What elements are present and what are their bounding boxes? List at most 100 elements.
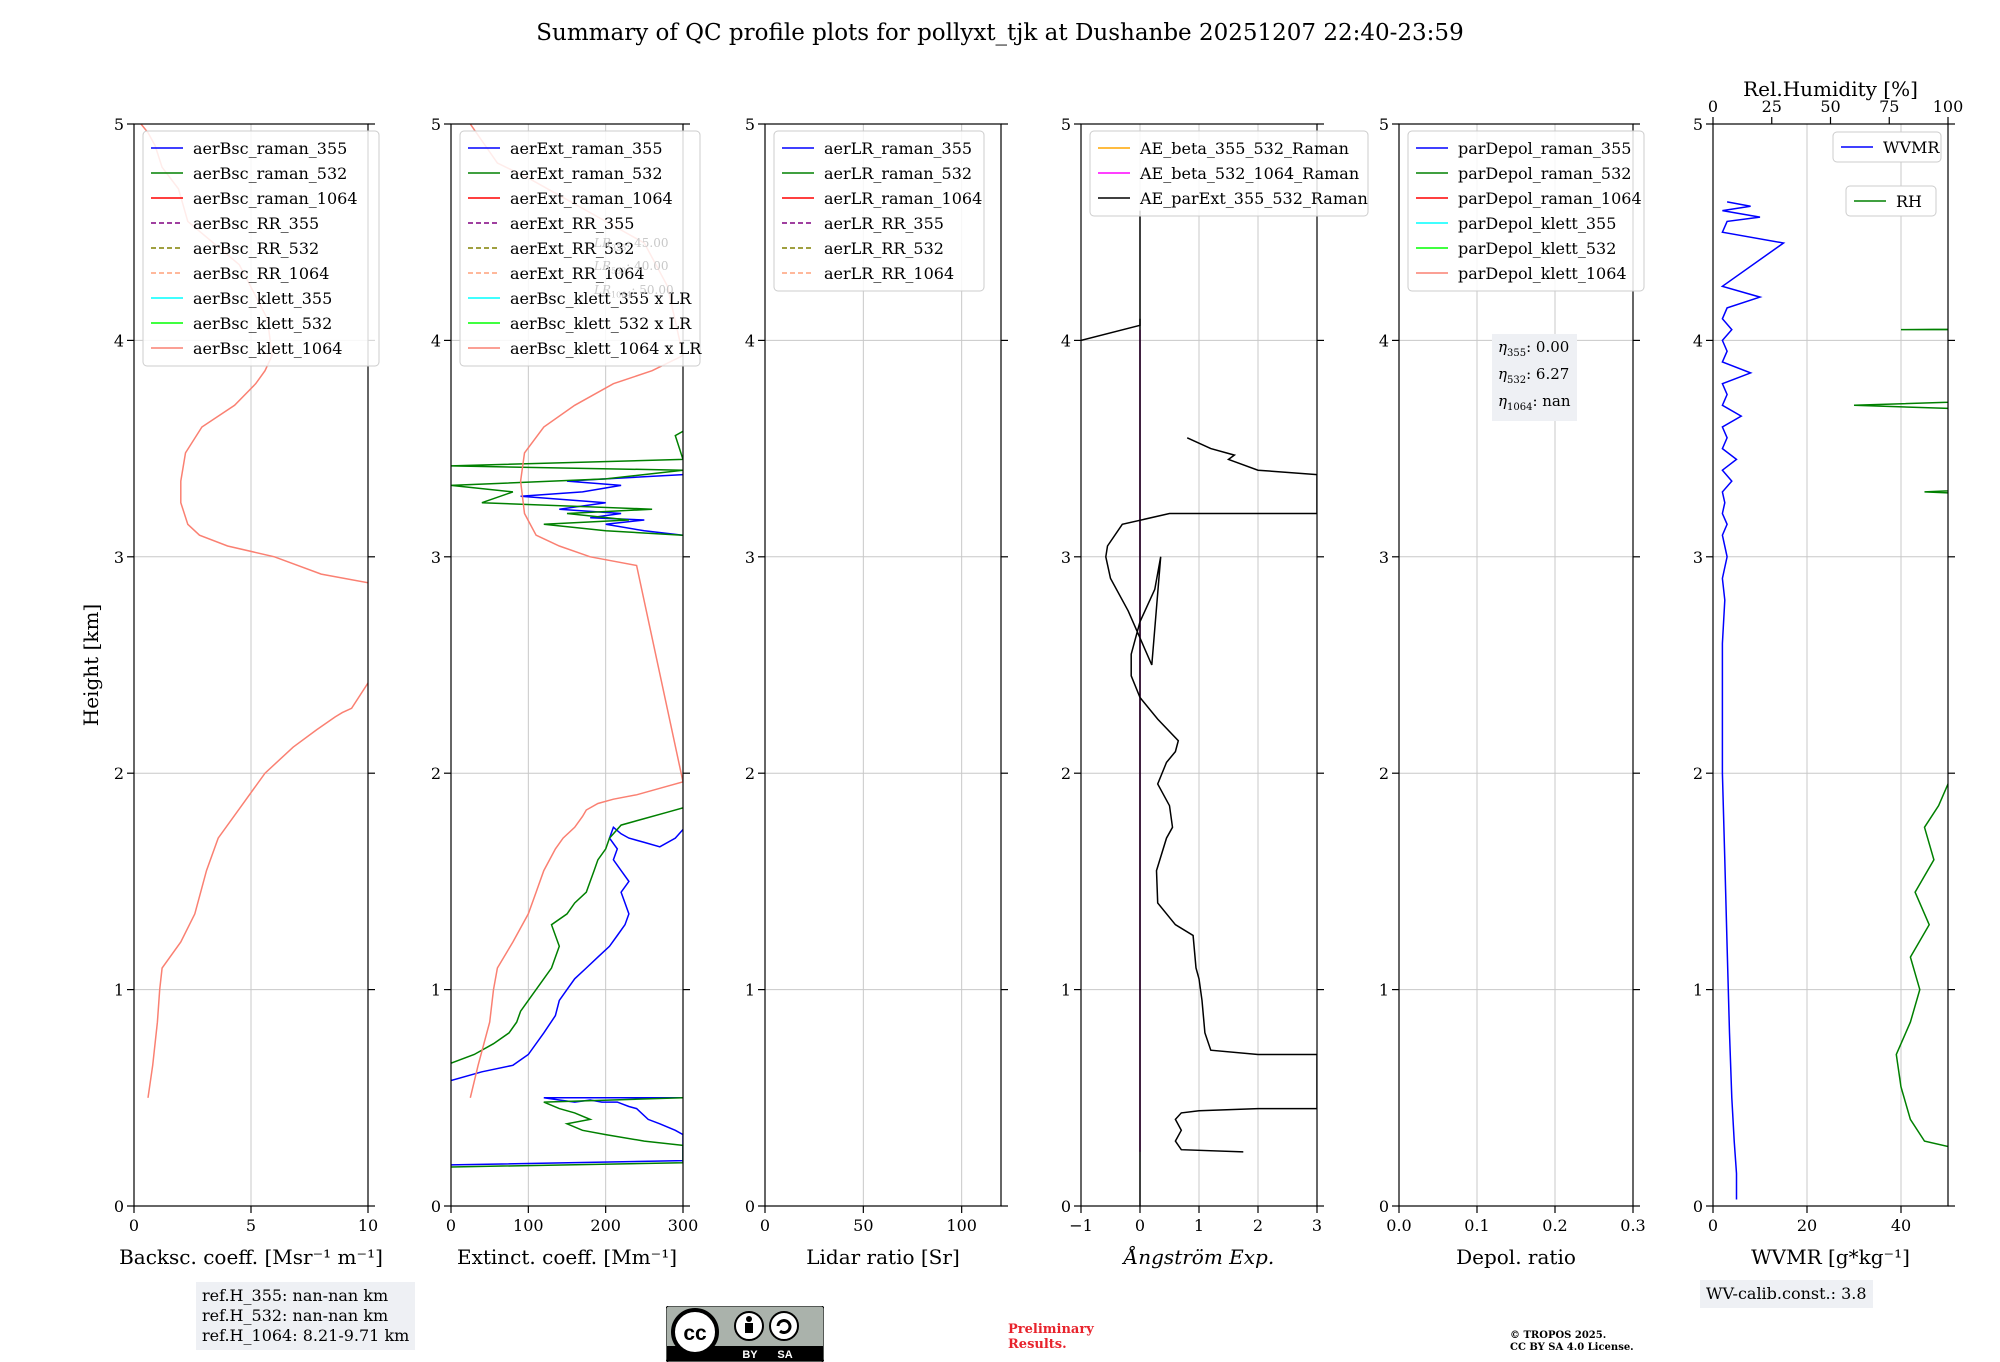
legend-box: [1089, 130, 1369, 217]
x-tick-label: 0: [446, 1216, 456, 1235]
y-tick-label: 1: [745, 981, 755, 1000]
series-line: [451, 807, 683, 1064]
y-tick-label: 3: [1379, 548, 1389, 567]
y-tick-label: 2: [745, 764, 755, 783]
lr-1064-subscript: 1064: [611, 290, 632, 300]
y-tick-label: 0: [1693, 1197, 1703, 1216]
eta-532-value: : 6.27: [1526, 365, 1570, 383]
lr-532-subscript: 532: [611, 266, 627, 276]
y-tick-label: 0: [745, 1197, 755, 1216]
lidar-ratio-labels: LR355: 45.00 LR532: 40.00 LR1064: 50.00: [594, 234, 674, 304]
y-tick-label: 5: [114, 115, 124, 134]
eta-355-value: : 0.00: [1526, 338, 1570, 356]
eta-355-symbol: η: [1498, 338, 1507, 356]
series-line: [1081, 318, 1141, 342]
legend-label: parDepol_raman_355: [1458, 139, 1631, 158]
ref-height-1064: ref.H_1064: 8.21-9.71 km: [202, 1326, 410, 1345]
x-tick-label: 1: [1194, 1216, 1204, 1235]
ref-height-532: ref.H_532: nan-nan km: [202, 1306, 389, 1325]
y-tick-label: 4: [1693, 331, 1703, 350]
eta-532-subscript: 532: [1507, 375, 1527, 386]
lr-532-symbol: LR: [594, 259, 612, 274]
legend-label: AE_beta_532_1064_Raman: [1139, 164, 1359, 183]
copyright-note: © TROPOS 2025. CC BY SA 4.0 License.: [1510, 1330, 1634, 1354]
legend-box: [142, 130, 380, 367]
lr-355-subscript: 355: [611, 243, 627, 253]
y-tick-label: 5: [1061, 115, 1071, 134]
wv-calibration-constant: WV-calib.const.: 3.8: [1706, 1284, 1867, 1303]
top-x-tick-label: 0: [1708, 97, 1718, 116]
cc-license-badge: cc BY SA: [666, 1306, 824, 1362]
preliminary-results-note: Preliminary Results.: [1008, 1322, 1094, 1352]
x-tick-label: 2: [1253, 1216, 1263, 1235]
lr-355-value: : 45.00: [626, 236, 669, 250]
y-tick-label: 3: [745, 548, 755, 567]
x-axis-label: WVMR [g*kg⁻¹]: [1751, 1245, 1910, 1269]
chart-panel-depol: 0.0 0.1 0.2 0.3 0 1 2 3 4 5 Depol. ratio parDepol_r…: [1379, 115, 1646, 1269]
plot-frame: [1712, 123, 1949, 1207]
x-tick-label: 0: [1135, 1216, 1145, 1235]
plot-frame: [764, 123, 1002, 1207]
y-tick-label: 3: [114, 548, 124, 567]
chart-panel-wvmr: 0 20 40 0 1 2 3 4 5 WVMR [g*kg⁻¹] 0 25 50 75 100 Rel.Hu…: [1693, 77, 1964, 1269]
y-tick-label: 3: [1693, 548, 1703, 567]
x-tick-label: 0.0: [1386, 1216, 1411, 1235]
legend-label: aerBsc_raman_355: [193, 139, 347, 158]
legend-box: [459, 130, 701, 367]
y-tick-label: 2: [1379, 764, 1389, 783]
legend-box: [1832, 131, 1942, 163]
series-line: [1105, 437, 1317, 1153]
series-line: [1720, 201, 1786, 1200]
wv-calibration-box: WV-calib.const.: 3.8: [1700, 1280, 1873, 1308]
x-tick-label: 50: [853, 1216, 873, 1235]
x-axis-label: Lidar ratio [Sr]: [806, 1245, 960, 1269]
y-tick-label: 5: [1379, 115, 1389, 134]
x-tick-label: 0: [1708, 1216, 1718, 1235]
legend-label: parDepol_raman_532: [1458, 164, 1631, 183]
legend-label: AE_parExt_355_532_Raman: [1139, 189, 1368, 208]
series-line: [1853, 328, 1948, 1148]
cc-circle-icon: [671, 1308, 719, 1356]
x-tick-label: 0.1: [1464, 1216, 1489, 1235]
x-axis-label: Depol. ratio: [1456, 1245, 1576, 1269]
y-tick-label: 2: [114, 764, 124, 783]
y-tick-label: 4: [745, 331, 755, 350]
legend-box: [1845, 185, 1937, 217]
legend-label: aerLR_raman_355: [824, 139, 972, 158]
chart-panel-lidar-ratio: 0 50 100 0 1 2 3 4 5 Lidar ratio [Sr] aerLR_raman_…: [745, 115, 1008, 1269]
legend-label: aerBsc_klett_355 x LR: [510, 289, 692, 308]
y-tick-label: 1: [1379, 981, 1389, 1000]
legend-label: aerLR_RR_1064: [824, 264, 954, 283]
legend-label: aerLR_RR_355: [824, 214, 944, 233]
legend-label: AE_beta_355_532_Raman: [1139, 139, 1349, 158]
series-line: [451, 1097, 683, 1168]
y-tick-label: 1: [1061, 981, 1071, 1000]
legend-label: aerLR_raman_1064: [824, 189, 982, 208]
x-tick-label: 100: [513, 1216, 544, 1235]
legend-label: aerBsc_klett_355: [193, 289, 332, 308]
y-axis-label: Height [km]: [79, 604, 103, 726]
lr-532-value: : 40.00: [626, 259, 669, 274]
preliminary-line-1: Preliminary: [1008, 1322, 1094, 1337]
y-tick-label: 1: [114, 981, 124, 1000]
eta-355-subscript: 355: [1507, 348, 1527, 359]
chart-panel-extinction: 0 100 200 300 0 1 2 3 4 5 Extinct. coeff. [Mm⁻¹] ae…: [431, 115, 702, 1269]
eta-1064-subscript: 1064: [1507, 402, 1533, 413]
top-x-tick-label: 100: [1933, 97, 1964, 116]
x-axis-label: Extinct. coeff. [Mm⁻¹]: [457, 1245, 677, 1269]
cc-sa-label: SA: [777, 1349, 792, 1361]
reference-height-box: ref.H_355: nan-nan km ref.H_532: nan-nan…: [196, 1282, 416, 1350]
y-tick-label: 1: [1693, 981, 1703, 1000]
legend-label: aerExt_raman_532: [510, 164, 663, 183]
y-tick-label: 0: [1379, 1197, 1389, 1216]
legend-label: aerBsc_klett_1064: [193, 339, 342, 358]
legend-label: aerBsc_klett_532 x LR: [510, 314, 692, 333]
y-tick-label: 4: [1061, 331, 1071, 350]
y-tick-label: 2: [1061, 764, 1071, 783]
y-tick-label: 0: [1061, 1197, 1071, 1216]
top-x-tick-label: 25: [1762, 97, 1782, 116]
x-tick-label: 0: [129, 1216, 139, 1235]
y-tick-label: 0: [431, 1197, 441, 1216]
legend-label: parDepol_klett_532: [1458, 239, 1616, 258]
legend-label: aerExt_raman_355: [510, 139, 663, 158]
